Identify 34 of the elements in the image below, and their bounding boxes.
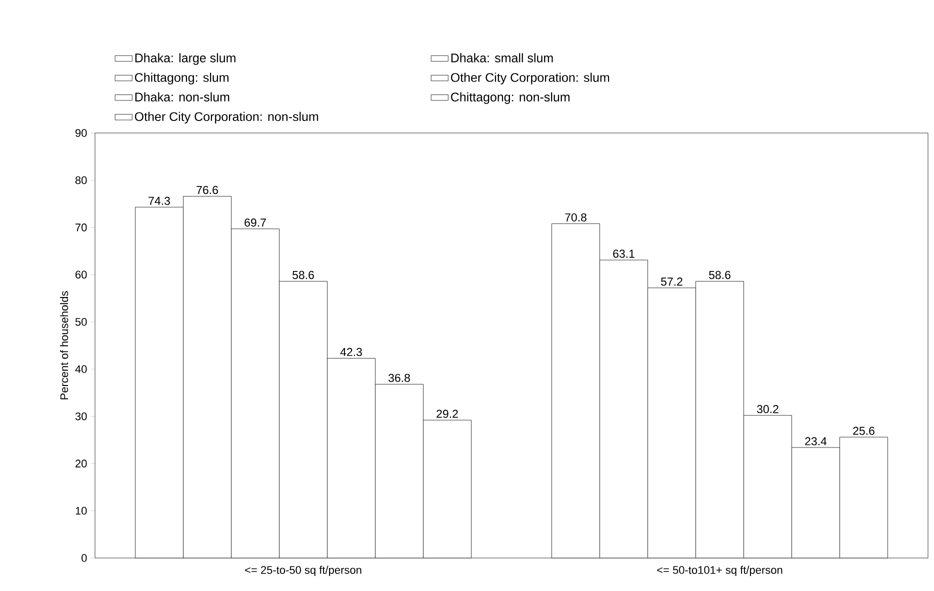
legend-label: Other City Corporation: non-slum	[134, 112, 318, 124]
data-label: 69.7	[244, 218, 266, 227]
data-label: 58.6	[709, 270, 730, 280]
y-tick-label: 10	[76, 506, 87, 515]
y-tick-label: 70	[76, 224, 87, 232]
legend-label: Dhaka: small slum	[451, 53, 553, 62]
data-label: 36.8	[388, 374, 410, 382]
data-label: 23.4	[805, 437, 827, 446]
y-tick-label: 30	[75, 412, 87, 420]
data-label: 58.6	[292, 270, 314, 280]
y-axis-title: Percent of households	[60, 291, 68, 400]
data-label: 57.2	[661, 278, 682, 286]
y-tick-label: 80	[75, 176, 87, 184]
y-tick-label: 20	[76, 460, 87, 468]
data-label: 63.1	[613, 250, 634, 258]
data-label: 70.8	[565, 213, 586, 222]
y-tick-label: 50	[75, 318, 87, 326]
legend-label: Chittagong: slum	[134, 72, 228, 84]
y-tick-label: 60	[76, 270, 87, 279]
data-label: 30.2	[757, 405, 778, 414]
x-tick-label: <= 25-to-50 sq ft/person	[245, 566, 362, 576]
data-label: 74.3	[148, 196, 170, 205]
data-label: 76.6	[196, 186, 218, 194]
legend-label: Dhaka: large slum	[135, 53, 236, 65]
y-tick-label: 40	[75, 365, 87, 373]
legend-label: Dhaka: non-slum	[135, 92, 230, 102]
x-tick-label: <= 50-to101+ sq ft/person	[657, 566, 782, 576]
legend-label: Other City Corporation: slum	[450, 72, 610, 84]
legend-label: Chittagong: non-slum	[451, 92, 570, 104]
data-label: 25.6	[853, 426, 874, 435]
data-label: 42.3	[340, 348, 362, 356]
y-tick-label: 90	[75, 129, 87, 137]
data-label: 29.2	[436, 410, 458, 418]
y-tick-label: 0	[82, 554, 87, 562]
